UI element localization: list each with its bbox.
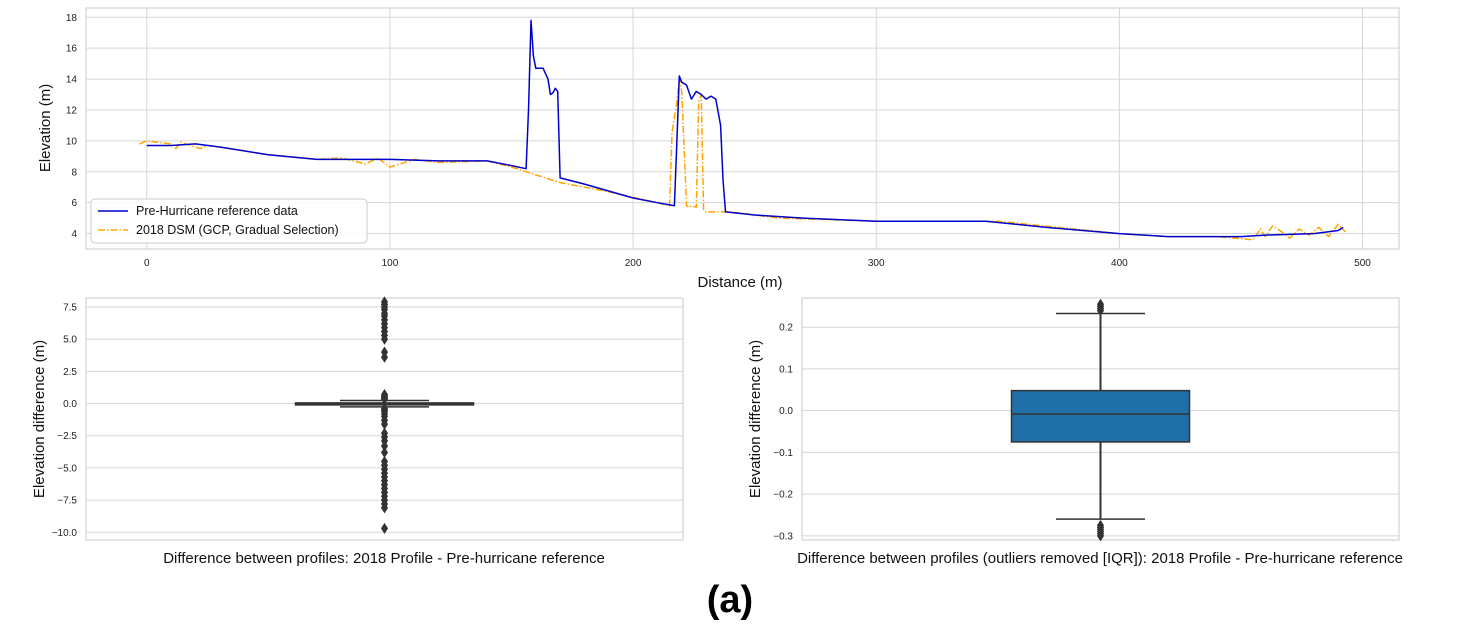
box1-y-tick-label: −7.5 — [57, 496, 77, 507]
box2-y-tick-label: −0.2 — [773, 490, 793, 501]
box2-y-axis-label: Elevation difference (m) — [747, 340, 764, 498]
top-y-tick-label: 14 — [66, 75, 78, 86]
top-x-tick-label: 0 — [144, 258, 150, 269]
top-x-tick-label: 400 — [1111, 258, 1128, 269]
legend-label-dsm: 2018 DSM (GCP, Gradual Selection) — [136, 223, 339, 237]
box1-boxplot — [294, 296, 475, 534]
box1-outlier-point — [380, 333, 389, 345]
box2-boxplot — [1010, 298, 1191, 542]
top-x-tick-label: 500 — [1354, 258, 1371, 269]
box2-iqr-box — [1010, 389, 1191, 443]
elevation-profile-chart: 0 100 200 300 400 500 4 6 8 10 12 14 16 18 Distance (… — [37, 7, 1400, 291]
box1-y-tick-label: −10.0 — [52, 528, 78, 539]
box1-outlier-point — [380, 502, 389, 514]
top-y-tick-label: 8 — [71, 167, 77, 178]
box2-outlier-point — [1096, 304, 1105, 317]
top-y-tick-label: 16 — [66, 44, 78, 55]
top-y-axis-label: Elevation (m) — [37, 84, 54, 172]
box1-y-tick-label: 5.0 — [63, 335, 77, 346]
difference-boxplot-iqr-chart: 0.2 0.1 0.0 −0.1 −0.2 −0.3 Difference between… — [747, 297, 1403, 567]
top-y-tick-label: 4 — [71, 229, 77, 240]
box1-y-tick-label: −2.5 — [57, 431, 77, 442]
box1-y-tick-label: −5.0 — [57, 463, 77, 474]
top-tick-labels: 0 100 200 300 400 500 4 6 8 10 12 14 16 18 — [66, 13, 1371, 269]
difference-boxplot-chart: 7.5 5.0 2.5 0.0 −2.5 −5.0 −7.5 −10.0 Difference… — [31, 296, 684, 567]
box1-y-tick-label: 7.5 — [63, 303, 77, 314]
top-series-lines — [139, 19, 1347, 241]
box2-outlier-point — [1096, 530, 1105, 542]
box1-x-axis-label: Difference between profiles: 2018 Profil… — [163, 550, 605, 567]
box2-y-tick-label: −0.3 — [773, 531, 793, 542]
box1-tick-labels: 7.5 5.0 2.5 0.0 −2.5 −5.0 −7.5 −10.0 — [52, 303, 78, 539]
box2-y-tick-label: 0.2 — [779, 323, 793, 334]
top-x-axis-label: Distance (m) — [697, 274, 782, 291]
panel-label: (a) — [707, 579, 753, 621]
legend-label-reference: Pre-Hurricane reference data — [136, 204, 298, 218]
top-y-tick-label: 6 — [71, 198, 77, 209]
box1-y-tick-label: 0.0 — [63, 399, 77, 410]
box2-x-axis-label: Difference between profiles (outliers re… — [797, 550, 1403, 567]
box1-outlier-point — [380, 351, 389, 363]
box2-y-tick-label: 0.0 — [779, 406, 793, 417]
legend: Pre-Hurricane reference data 2018 DSM (G… — [90, 198, 368, 244]
series-line-reference — [146, 19, 1344, 238]
box2-y-tick-label: −0.1 — [773, 448, 793, 459]
top-y-tick-label: 10 — [66, 136, 78, 147]
top-y-tick-label: 12 — [66, 105, 78, 116]
top-x-tick-label: 100 — [382, 258, 399, 269]
top-y-tick-label: 18 — [66, 13, 78, 24]
top-x-tick-label: 300 — [868, 258, 885, 269]
box1-y-tick-label: 2.5 — [63, 367, 77, 378]
box2-y-tick-label: 0.1 — [779, 364, 793, 375]
box1-y-axis-label: Elevation difference (m) — [31, 340, 48, 498]
box2-tick-labels: 0.2 0.1 0.0 −0.1 −0.2 −0.3 — [773, 323, 793, 543]
box1-outlier-point — [380, 522, 389, 534]
legend-box — [90, 198, 368, 244]
top-x-tick-label: 200 — [625, 258, 642, 269]
